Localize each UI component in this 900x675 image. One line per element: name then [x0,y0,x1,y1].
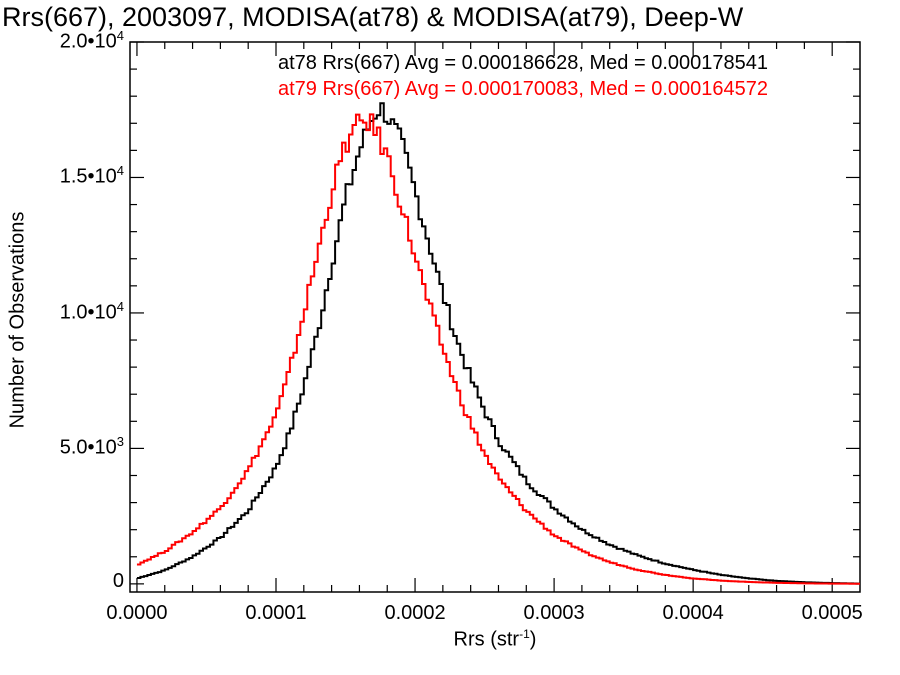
y-tick-label-exponent: 4 [116,298,124,314]
legend-entry-at78: at78 Rrs(667) Avg = 0.000186628, Med = 0… [278,52,769,74]
y-tick-label: 1.5•104 [60,163,124,189]
y-tick-label-exponent: 4 [116,28,124,43]
series-layer [136,102,860,585]
y-tick-label: 0 [113,570,124,593]
y-tick-label-exponent: 3 [116,434,124,450]
y-tick-label-mantissa: 1.5•10 [59,166,117,189]
x-axis-label-main: Rrs (str [453,628,520,651]
y-tick-label-mantissa: 1.0•10 [59,301,117,324]
y-tick-label-mantissa: 5.0•10 [59,437,117,460]
x-tick-label: 0.0002 [384,602,446,624]
plot-frame [129,41,861,593]
y-tick-label: 2.0•104 [60,28,124,54]
x-axis-label: Rrs (str-1) [454,627,537,652]
x-tick-label: 0.0003 [523,602,585,624]
axis-ticks [130,41,860,592]
x-tick-label: 0.0005 [801,602,863,624]
x-tick-label: 0.0004 [662,602,724,624]
y-axis-label: Number of Observations [6,211,29,429]
y-tick-label-exponent: 4 [116,163,124,179]
y-tick-label-mantissa: 0 [112,569,124,592]
x-tick-label: 0.0000 [106,602,168,624]
y-tick-label: 1.0•104 [60,299,124,325]
x-axis-label-exponent: -1 [519,627,530,641]
x-tick-label: 0.0001 [245,602,307,624]
y-tick-label-mantissa: 2.0•10 [59,30,117,53]
x-axis-label-close: ) [529,628,537,651]
chart-title: Rrs(667), 2003097, MODISA(at78) & MODISA… [2,2,744,32]
legend-entry-at79: at79 Rrs(667) Avg = 0.000170083, Med = 0… [278,78,769,100]
series-line-at78 [136,102,860,585]
y-tick-label: 5.0•103 [60,434,124,460]
series-line-at79 [136,113,860,585]
